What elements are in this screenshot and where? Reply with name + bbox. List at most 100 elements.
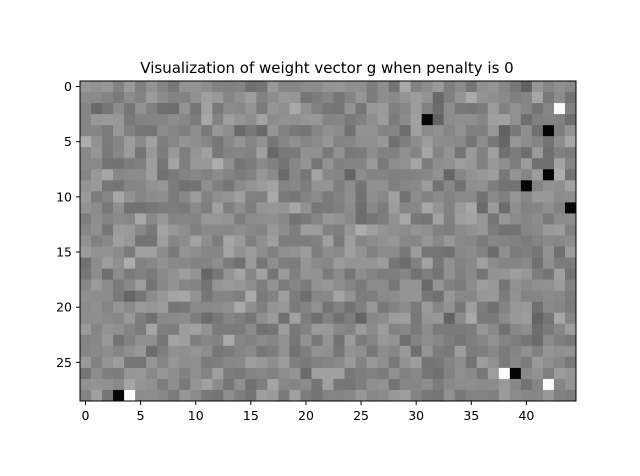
heatmap-cell [300,191,312,203]
heatmap-cell [256,389,268,402]
heatmap-cell [190,136,202,148]
heatmap-cell [564,81,577,93]
heatmap-cell [190,345,202,358]
heatmap-cell [333,246,345,258]
heatmap-cell [80,378,92,391]
heatmap-cell [201,92,213,104]
heatmap-cell [542,301,555,314]
heatmap-cell [245,180,257,192]
heatmap-cell [80,169,92,181]
heatmap-cell [91,169,103,181]
heatmap-cell [124,389,136,402]
heatmap-cell [256,136,268,148]
heatmap-cell [465,235,478,247]
heatmap-cell [289,378,301,391]
heatmap-cell [333,147,345,159]
heatmap-cell [179,268,191,281]
heatmap-cell [300,356,312,369]
heatmap-cell [311,334,323,347]
heatmap-cell [223,180,235,192]
heatmap-cell [366,235,378,247]
heatmap-cell [168,213,180,225]
heatmap-cell [124,257,136,269]
heatmap-cell [102,389,114,402]
heatmap-cell [399,323,412,336]
heatmap-cell [223,103,235,115]
heatmap-cell [553,334,566,347]
heatmap-cell [300,202,312,214]
heatmap-cell [256,312,268,325]
heatmap-cell [421,301,434,314]
heatmap-cell [432,169,445,181]
heatmap-cell [201,334,213,347]
heatmap-cell [355,389,367,402]
heatmap-cell [223,356,235,369]
heatmap-cell [223,257,235,269]
heatmap-cell [113,180,125,192]
heatmap-cell [289,224,301,236]
heatmap-cell [91,158,103,170]
heatmap-cell [410,136,423,148]
heatmap-cell [509,147,522,159]
heatmap-cell [311,290,323,303]
heatmap-cell [333,257,345,269]
heatmap-cell [498,279,511,292]
heatmap-cell [366,180,378,192]
heatmap-cell [168,180,180,192]
heatmap-cell [124,235,136,247]
heatmap-cell [564,268,577,281]
heatmap-cell [366,213,378,225]
heatmap-cell [333,389,345,402]
heatmap-cell [465,202,478,214]
heatmap-cell [223,169,235,181]
heatmap-cell [432,136,445,148]
heatmap-cell [245,114,257,126]
heatmap-cell [531,268,544,281]
heatmap-cell [190,389,202,402]
heatmap-cell [465,114,478,126]
heatmap-cell [520,367,533,380]
heatmap-cell [344,136,356,148]
heatmap-cell [80,279,92,292]
heatmap-cell [278,158,290,170]
heatmap-cell [223,345,235,358]
heatmap-cell [421,235,434,247]
heatmap-cell [520,334,533,347]
heatmap-cell [212,103,224,115]
heatmap-cell [234,389,246,402]
heatmap-cell [267,268,279,281]
heatmap-cell [245,224,257,236]
heatmap-cell [465,356,478,369]
heatmap-cell [179,389,191,402]
heatmap-cell [465,103,478,115]
heatmap-cell [256,92,268,104]
heatmap-cell [399,378,412,391]
heatmap-cell [377,180,390,192]
heatmap-cell [102,191,114,203]
heatmap-cell [91,389,103,402]
heatmap-cell [520,169,533,181]
heatmap-cell [322,158,334,170]
heatmap-cell [256,235,268,247]
heatmap-cell [124,158,136,170]
heatmap-cell [245,235,257,247]
heatmap-cell [267,334,279,347]
heatmap-cell [311,92,323,104]
heatmap-cell [157,92,169,104]
heatmap-cell [465,169,478,181]
heatmap-cell [311,323,323,336]
heatmap-cell [509,279,522,292]
heatmap-cell [168,323,180,336]
heatmap-cell [399,235,412,247]
heatmap-cell [443,224,456,236]
heatmap-cell [278,202,290,214]
heatmap-cell [509,224,522,236]
heatmap-cell [245,136,257,148]
heatmap-cell [399,290,412,303]
heatmap-cell [157,136,169,148]
heatmap-cell [234,169,246,181]
heatmap-cell [135,378,147,391]
heatmap-cell [190,92,202,104]
heatmap-cell [498,224,511,236]
heatmap-cell [245,125,257,137]
